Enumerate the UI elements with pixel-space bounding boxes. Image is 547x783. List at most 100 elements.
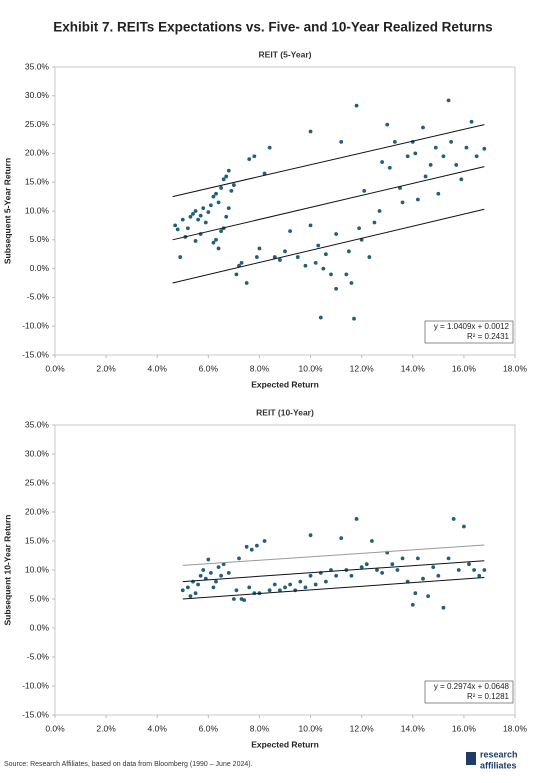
scatter-point <box>267 145 272 150</box>
source-note: Source: Research Affiliates, based on da… <box>4 761 253 768</box>
scatter-point <box>369 539 374 543</box>
scatter-point <box>272 582 277 587</box>
scatter-point <box>421 576 425 581</box>
scatter-point <box>313 582 318 587</box>
scatter-point <box>308 223 313 228</box>
scatter-point <box>415 197 420 202</box>
y-tick-label: -5.0% <box>27 651 50 661</box>
scatter-point <box>449 139 454 144</box>
scatter-point <box>357 226 362 231</box>
scatter-point <box>390 562 395 567</box>
scatter-point <box>477 573 482 578</box>
y-tick-label: 10.0% <box>25 205 50 215</box>
scatter-point <box>464 145 469 150</box>
scatter-point <box>219 573 224 578</box>
x-tick-label: 14.0% <box>401 363 426 373</box>
scatter-point <box>254 543 259 548</box>
scatter-point <box>303 585 308 590</box>
x-tick-label: 4.0% <box>148 723 168 733</box>
x-tick-label: 10.0% <box>299 723 324 733</box>
scatter-point <box>321 266 326 271</box>
scatter-point <box>334 286 339 291</box>
y-tick-label: -15.0% <box>22 709 49 719</box>
scatter-point <box>203 220 208 225</box>
x-tick-label: 6.0% <box>199 723 219 733</box>
y-axis-label: Subsequent 5-Year Return <box>2 158 12 264</box>
scatter-point <box>339 139 344 144</box>
scatter-point <box>431 565 436 569</box>
x-tick-label: 12.0% <box>350 723 375 733</box>
scatter-point <box>288 582 293 587</box>
y-tick-label: -5.0% <box>27 292 50 302</box>
x-tick-label: 0.0% <box>45 363 65 373</box>
scatter-point <box>216 246 221 251</box>
fit-annotation: y = 1.0409x + 0.0012 <box>434 322 510 331</box>
scatter-point <box>226 571 231 575</box>
scatter-point <box>380 571 385 575</box>
scatter-point <box>349 573 354 578</box>
x-tick-label: 16.0% <box>452 723 477 733</box>
scatter-point <box>308 129 313 134</box>
x-tick-label: 14.0% <box>401 723 426 733</box>
scatter-point <box>423 174 428 179</box>
scatter-point <box>231 183 236 187</box>
scatter-point <box>352 316 356 321</box>
trend-line <box>172 124 485 198</box>
scatter-point <box>234 588 239 593</box>
scatter-point <box>362 188 367 193</box>
scatter-point <box>198 213 203 218</box>
scatter-point <box>219 229 224 234</box>
scatter-point <box>193 209 198 213</box>
y-tick-label: 35.0% <box>25 419 50 429</box>
scatter-point <box>472 568 477 572</box>
x-tick-label: 2.0% <box>96 363 116 373</box>
scatter-point <box>298 579 303 584</box>
scatter-point <box>334 573 339 578</box>
y-tick-label: -10.0% <box>22 680 49 690</box>
scatter-point <box>254 255 259 259</box>
scatter-point <box>188 594 193 598</box>
chart-title: REIT (5-Year) <box>259 49 312 59</box>
scatter-point <box>446 556 451 561</box>
scatter-point <box>459 177 464 182</box>
y-tick-label: 20.0% <box>25 148 50 158</box>
scatter-point <box>208 571 213 575</box>
scatter-point <box>428 163 433 167</box>
scatter-point <box>214 191 218 196</box>
trend-line <box>182 544 485 566</box>
scatter-point <box>415 556 420 561</box>
scatter-point <box>180 588 185 593</box>
scatter-point <box>367 255 372 259</box>
scatter-point <box>221 177 226 182</box>
scatter-point <box>247 157 252 162</box>
trend-line <box>182 560 485 583</box>
scatter-point <box>421 125 425 130</box>
scatter-point <box>247 585 252 590</box>
scatter-point <box>196 582 201 587</box>
fit-annotation: y = 0.2974x + 0.0648 <box>434 682 510 691</box>
y-axis-label: Subsequent 10-Year Return <box>2 514 12 625</box>
plot-border <box>54 424 516 716</box>
x-tick-label: 8.0% <box>250 723 270 733</box>
x-tick-label: 2.0% <box>96 723 116 733</box>
scatter-point <box>193 591 198 596</box>
scatter-point <box>196 217 201 222</box>
fit-annotation: R² = 0.1281 <box>467 692 510 701</box>
scatter-point <box>226 168 231 173</box>
scatter-point <box>208 203 213 208</box>
scatter-point <box>323 579 328 584</box>
x-tick-label: 18.0% <box>503 363 528 373</box>
plot-border <box>54 66 516 356</box>
scatter-point <box>451 517 456 521</box>
scatter-point <box>323 252 328 257</box>
scatter-point <box>216 200 221 205</box>
scatter-point <box>288 229 293 234</box>
scatter-point <box>334 232 339 236</box>
scatter-point <box>456 568 461 572</box>
y-tick-label: 20.0% <box>25 506 50 516</box>
scatter-point <box>303 263 308 268</box>
scatter-point <box>198 573 203 578</box>
scatter-point <box>242 598 247 603</box>
scatter-point <box>467 562 471 567</box>
scatter-point <box>461 524 466 529</box>
